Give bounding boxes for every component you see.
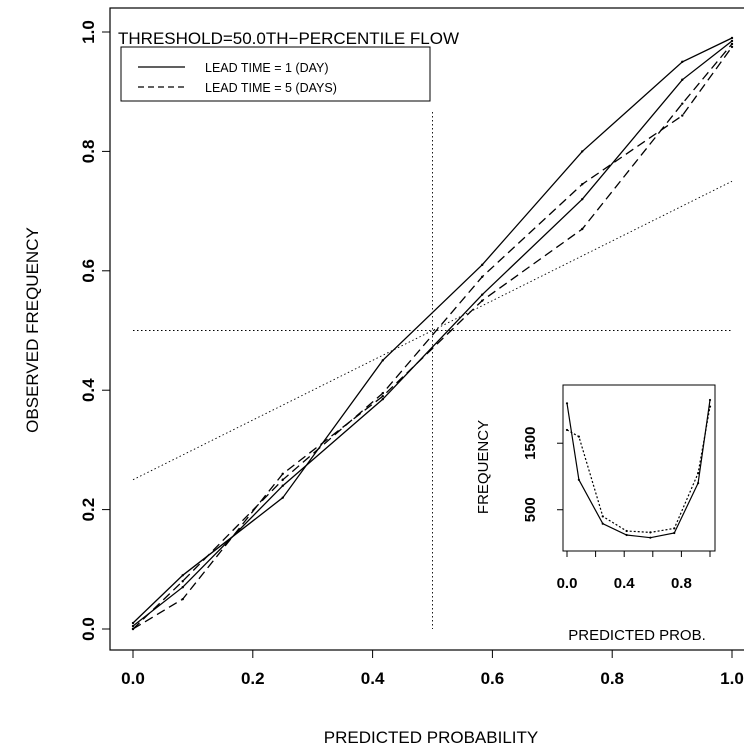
- inset-series-point: [697, 482, 700, 485]
- inset-series-point: [673, 531, 676, 535]
- inset-series-point: [577, 478, 580, 481]
- inset-series-point: [625, 533, 628, 537]
- series-point: [181, 597, 184, 601]
- series-point: [381, 391, 384, 395]
- series-point: [381, 397, 384, 401]
- inset-x-tick-label: 0.0: [557, 575, 578, 592]
- inset-x-tick-label: 0.4: [614, 575, 636, 592]
- series-point: [281, 478, 284, 481]
- series-point: [181, 586, 184, 589]
- series-point: [581, 150, 584, 153]
- inset-histogram: 0.0 0.4 0.8 500 1500 FREQUENCY PREDICTED PR…: [475, 384, 716, 644]
- inset-series-point: [649, 536, 652, 539]
- y-tick-label: 0.6: [79, 259, 98, 283]
- legend: LEAD TIME = 1 (DAY) LEAD TIME = 5 (DAYS): [120, 46, 431, 102]
- series-point: [730, 45, 734, 49]
- series-line-3: [132, 43, 733, 630]
- legend-label-lead5: LEAD TIME = 5 (DAYS): [205, 81, 337, 95]
- series-point: [581, 183, 584, 186]
- inset-x-axis-title: PREDICTED PROB.: [568, 627, 706, 644]
- chart-title: THRESHOLD=50.0TH−PERCENTILE FLOW: [118, 29, 459, 48]
- inset-y-tick-label: 1500: [522, 427, 539, 460]
- series-point: [681, 102, 684, 105]
- series-point: [131, 627, 135, 631]
- inset-series-point: [565, 428, 569, 432]
- inset-series-point: [601, 522, 604, 525]
- inset-series-point: [601, 515, 604, 518]
- x-tick-label: 0.8: [600, 669, 624, 688]
- series-point: [730, 39, 734, 43]
- series-point: [681, 60, 684, 64]
- series-point: [181, 574, 184, 577]
- series-line-1: [132, 37, 733, 624]
- inset-series-point: [649, 531, 652, 534]
- inset-series-point: [565, 402, 569, 405]
- series-layer: [131, 36, 734, 631]
- series-point: [481, 263, 484, 267]
- series-point: [581, 227, 584, 231]
- inset-series-line-1: [566, 399, 711, 539]
- x-tick-label: 0.2: [241, 669, 265, 688]
- legend-box: [120, 46, 431, 102]
- series-point: [581, 197, 584, 201]
- inset-series-layer: [565, 398, 712, 539]
- x-tick-label: 0.4: [361, 669, 385, 688]
- series-point: [730, 36, 734, 40]
- inset-series-point: [673, 527, 676, 530]
- series-point: [181, 580, 184, 583]
- series-point: [481, 275, 484, 278]
- series-line-2: [132, 40, 733, 627]
- x-tick-label: 0.6: [481, 669, 505, 688]
- y-tick-label: 0.2: [79, 498, 98, 522]
- inset-x-axis: 0.0 0.4 0.8: [557, 551, 711, 592]
- series-point: [481, 299, 484, 302]
- x-tick-label: 1.0: [720, 669, 744, 688]
- series-point: [381, 359, 384, 362]
- x-axis-title: PREDICTED PROBABILITY: [324, 728, 538, 747]
- y-axis-title: OBSERVED FREQUENCY: [23, 227, 42, 433]
- y-tick-label: 0.8: [79, 140, 98, 164]
- series-point: [281, 484, 284, 487]
- inset-x-tick-label: 0.8: [671, 575, 692, 592]
- series-point: [681, 114, 684, 117]
- series-point: [481, 293, 484, 296]
- inset-y-axis-title: FREQUENCY: [475, 420, 492, 514]
- inset-series-line-2: [566, 406, 711, 534]
- inset-series-point: [697, 472, 700, 475]
- series-point: [381, 394, 384, 398]
- inset-frame: [562, 384, 716, 552]
- series-point: [281, 472, 284, 475]
- inset-series-point: [625, 529, 628, 533]
- inset-series-point: [708, 398, 712, 402]
- y-tick-label: 1.0: [79, 20, 98, 44]
- series-point: [681, 78, 684, 81]
- y-tick-label: 0.4: [79, 378, 98, 402]
- inset-y-axis: 500 1500: [522, 427, 563, 522]
- y-tick-label: 0.0: [79, 617, 98, 641]
- plot-frame: [109, 7, 744, 651]
- y-axis: 0.0 0.2 0.4 0.6 0.8 1.0: [79, 20, 110, 641]
- series-line-4: [132, 46, 733, 630]
- series-point: [131, 624, 135, 628]
- inset-y-tick-label: 500: [522, 497, 539, 522]
- series-point: [281, 496, 284, 499]
- x-tick-label: 0.0: [121, 669, 145, 688]
- legend-label-lead1: LEAD TIME = 1 (DAY): [205, 61, 329, 75]
- series-point: [131, 621, 135, 625]
- inset-series-point: [708, 405, 712, 408]
- x-axis: 0.0 0.2 0.4 0.6 0.8 1.0: [121, 650, 744, 688]
- series-point: [730, 42, 734, 46]
- inset-series-point: [577, 435, 580, 438]
